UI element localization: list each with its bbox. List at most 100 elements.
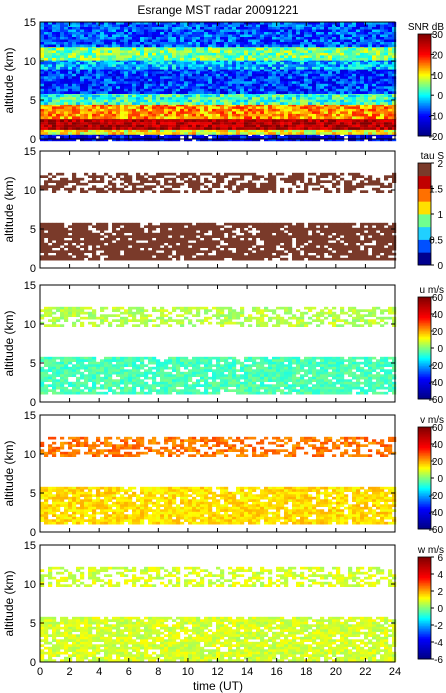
data-cell — [380, 119, 385, 123]
colorbar-segment — [418, 131, 431, 134]
data-cell — [388, 94, 393, 98]
data-cell — [164, 24, 169, 28]
data-cell — [224, 73, 229, 77]
data-cell — [340, 22, 345, 25]
data-cell — [220, 129, 225, 133]
data-cell — [164, 22, 169, 25]
data-cell — [212, 97, 217, 100]
data-cell — [116, 50, 121, 54]
data-cell — [88, 68, 93, 72]
data-cell — [196, 44, 201, 48]
data-cell — [72, 247, 77, 251]
data-cell — [332, 97, 337, 100]
data-cell — [308, 116, 313, 120]
data-cell — [252, 52, 257, 56]
data-cell — [136, 78, 141, 82]
data-cell — [244, 133, 249, 137]
data-cell — [52, 230, 57, 233]
data-cell — [60, 34, 65, 38]
data-cell — [88, 102, 93, 105]
data-cell — [288, 122, 293, 125]
data-cell — [72, 32, 77, 35]
data-cell — [64, 61, 69, 65]
data-cell — [268, 44, 273, 48]
data-cell — [252, 27, 257, 30]
data-cell — [280, 27, 285, 30]
data-cell — [136, 32, 141, 35]
data-cell — [376, 64, 381, 68]
data-cell — [56, 29, 61, 33]
data-cell — [80, 106, 85, 110]
colorbar-segment — [418, 128, 431, 131]
data-cell — [384, 129, 389, 133]
data-cell — [316, 111, 321, 115]
data-cell — [124, 71, 129, 74]
data-cell — [192, 116, 197, 120]
data-cell — [144, 88, 149, 92]
data-cell — [152, 78, 157, 82]
data-cell — [144, 108, 149, 112]
data-cell — [264, 59, 269, 63]
data-cell — [284, 136, 289, 139]
data-cell — [344, 91, 349, 94]
data-cell — [368, 108, 373, 112]
data-cell — [64, 32, 69, 35]
data-cell — [384, 88, 389, 92]
data-cell — [200, 113, 205, 117]
data-cell — [356, 102, 361, 105]
data-cell — [208, 61, 213, 65]
data-cell — [112, 76, 117, 79]
data-cell — [208, 42, 213, 45]
data-cell — [112, 257, 117, 261]
data-cell — [104, 133, 109, 137]
data-cell — [168, 27, 173, 30]
data-cell — [240, 111, 245, 115]
data-cell — [380, 138, 385, 142]
data-cell — [144, 124, 149, 128]
data-cell — [164, 81, 169, 84]
data-cell — [208, 111, 213, 115]
data-cell — [336, 116, 341, 120]
data-cell — [284, 68, 289, 72]
data-cell — [240, 133, 245, 137]
data-cell — [372, 94, 377, 98]
data-cell — [220, 103, 225, 107]
data-cell — [132, 235, 137, 238]
data-cell — [128, 222, 133, 226]
data-cell — [252, 122, 257, 125]
data-cell — [340, 116, 345, 120]
colorbar-segment — [418, 48, 431, 51]
data-cell — [364, 116, 369, 120]
data-cell — [144, 103, 149, 107]
data-cell — [164, 127, 169, 130]
data-cell — [340, 138, 345, 142]
data-cell — [96, 64, 101, 68]
data-cell — [140, 237, 145, 241]
data-cell — [136, 252, 141, 256]
data-cell — [112, 83, 117, 87]
data-cell — [312, 29, 317, 33]
data-cell — [276, 78, 281, 82]
data-cell — [340, 55, 345, 59]
data-cell — [364, 71, 369, 74]
data-cell — [212, 29, 217, 33]
data-cell — [48, 78, 53, 82]
data-cell — [364, 66, 369, 70]
data-cell — [228, 111, 233, 115]
data-cell — [164, 52, 169, 56]
data-cell — [80, 73, 85, 77]
data-cell — [40, 29, 45, 33]
data-cell — [208, 106, 213, 110]
data-cell — [192, 61, 197, 65]
data-cell — [220, 44, 225, 48]
data-cell — [244, 94, 249, 98]
data-cell — [344, 73, 349, 77]
data-cell — [184, 108, 189, 112]
data-cell — [104, 94, 109, 98]
data-cell — [192, 68, 197, 72]
data-cell — [272, 44, 277, 48]
data-cell — [80, 133, 85, 137]
data-cell — [276, 37, 281, 40]
data-cell — [44, 252, 49, 256]
